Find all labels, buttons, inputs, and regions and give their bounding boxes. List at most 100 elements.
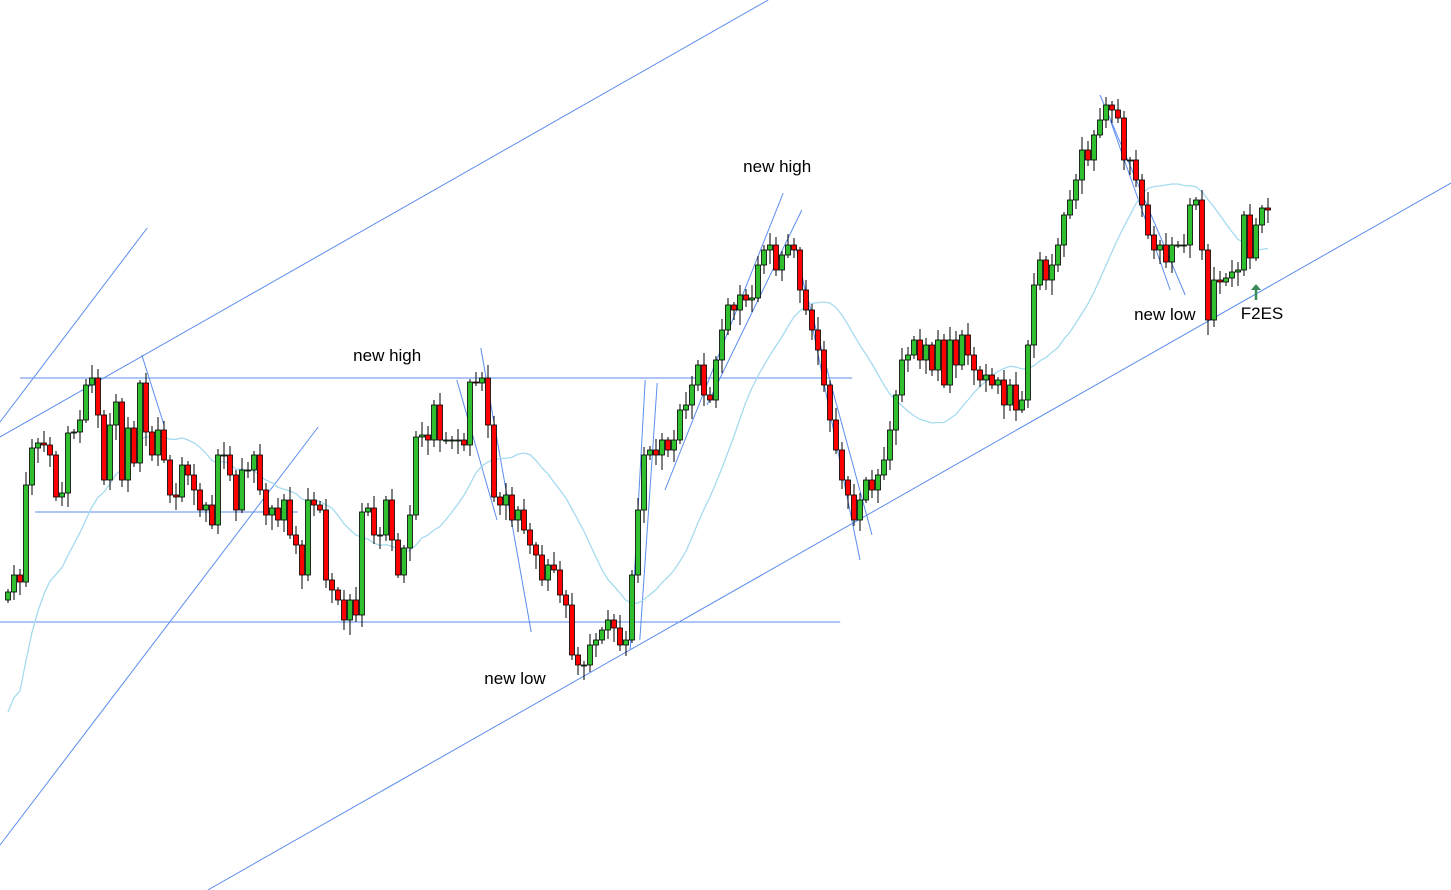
candle-body: [713, 359, 719, 401]
candle-body: [101, 414, 107, 481]
candle-body: [749, 297, 755, 301]
candle: [251, 451, 257, 483]
candle: [1037, 252, 1043, 290]
candle-body: [65, 432, 71, 494]
candle-body: [851, 494, 857, 521]
candle: [1025, 340, 1031, 408]
candle-body: [1097, 119, 1103, 136]
candle-body: [1079, 149, 1085, 181]
candle-body: [821, 349, 827, 386]
candle: [995, 377, 1001, 394]
candle-body: [479, 377, 485, 384]
candle-body: [209, 504, 215, 526]
candle-body: [287, 499, 293, 536]
candle: [395, 533, 401, 578]
candle-body: [449, 439, 455, 442]
candle-body: [53, 454, 59, 498]
candle: [245, 462, 251, 478]
candle-body: [815, 329, 821, 351]
candle: [1145, 192, 1151, 239]
candle: [731, 302, 737, 320]
candle: [383, 496, 389, 541]
candle-body: [1061, 214, 1067, 246]
candle: [707, 387, 713, 403]
candle-body: [1103, 104, 1109, 121]
candle-body: [383, 499, 389, 536]
candle: [569, 593, 575, 660]
candle: [1043, 256, 1049, 290]
candle: [797, 247, 803, 303]
candle-body: [77, 419, 83, 433]
candle: [887, 421, 893, 470]
candle-body: [437, 404, 443, 441]
candle-body: [665, 439, 671, 451]
candle-body: [503, 494, 509, 506]
candle-body: [233, 474, 239, 511]
annotation-new-low-2: new low: [1134, 305, 1196, 324]
candle-body: [1145, 204, 1151, 236]
candle: [29, 439, 35, 495]
candle: [1109, 101, 1115, 123]
candle: [539, 545, 545, 586]
candle-body: [659, 439, 665, 456]
candle: [389, 489, 395, 551]
candle-body: [785, 244, 791, 256]
candle: [599, 627, 605, 644]
candle-body: [653, 449, 659, 456]
candle-body: [839, 449, 845, 481]
candle-body: [29, 447, 35, 486]
candle-body: [23, 484, 29, 583]
candle-body: [371, 507, 377, 536]
candle: [647, 446, 653, 460]
candle-body: [533, 544, 539, 556]
candle: [629, 570, 635, 643]
candle: [857, 493, 863, 531]
candle-body: [245, 469, 251, 472]
candle-body: [431, 404, 437, 441]
candle: [1091, 130, 1097, 171]
candle-body: [791, 244, 797, 251]
candle-body: [377, 534, 383, 537]
candle: [377, 527, 383, 549]
candle: [1019, 391, 1025, 413]
candle: [851, 484, 857, 526]
candle: [17, 569, 23, 595]
candle-body: [1265, 207, 1271, 211]
candle: [923, 338, 929, 374]
candle-body: [305, 499, 311, 576]
candle-body: [95, 377, 101, 416]
candle-body: [899, 359, 905, 396]
candle-body: [1115, 109, 1121, 119]
arrow-head: [1251, 284, 1261, 290]
candle-body: [869, 479, 875, 491]
candle: [773, 237, 779, 276]
candle: [491, 416, 497, 502]
candle: [455, 429, 461, 454]
candle-body: [569, 604, 575, 656]
signal-arrow-icon: [1251, 284, 1261, 300]
candle: [695, 360, 701, 391]
candles: [5, 97, 1271, 680]
candle: [347, 594, 353, 635]
candle: [53, 451, 59, 501]
candle-body: [353, 599, 359, 616]
candle-body: [299, 544, 305, 576]
candle: [827, 380, 833, 432]
candle-body: [119, 401, 125, 481]
candle-body: [311, 499, 317, 506]
candle: [473, 372, 479, 386]
candle-body: [347, 599, 353, 621]
trendline: [207, 182, 1451, 890]
candle: [95, 369, 101, 428]
candle-body: [515, 509, 521, 521]
candle-body: [1211, 279, 1217, 321]
candle-body: [935, 339, 941, 371]
candle: [425, 426, 431, 455]
candle-body: [635, 509, 641, 576]
candle-body: [509, 494, 515, 521]
candle: [905, 347, 911, 372]
candle-body: [1253, 224, 1259, 259]
candle-body: [161, 429, 167, 461]
candle-body: [173, 494, 179, 498]
